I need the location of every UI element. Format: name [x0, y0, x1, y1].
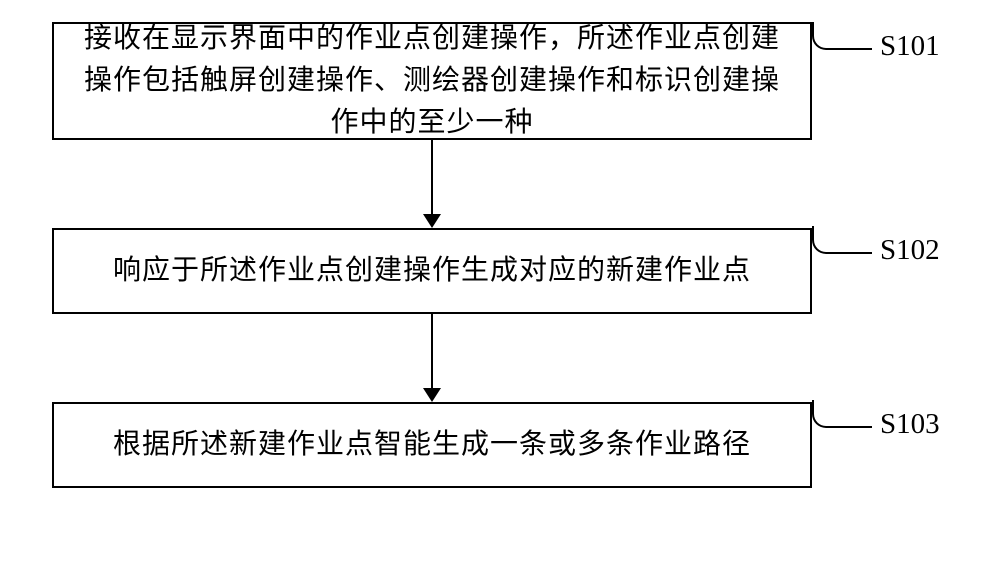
arrow-s101-s102: [432, 140, 433, 228]
label-connector-s102: [812, 226, 872, 254]
step-label-s102: S102: [880, 234, 940, 267]
label-connector-s101: [812, 22, 872, 50]
step-label-s101: S101: [880, 30, 940, 63]
step-box-s101: 接收在显示界面中的作业点创建操作，所述作业点创建操作包括触屏创建操作、测绘器创建…: [52, 22, 812, 140]
step-box-s102: 响应于所述作业点创建操作生成对应的新建作业点: [52, 228, 812, 314]
label-connector-s103: [812, 400, 872, 428]
arrow-s102-s103: [432, 314, 433, 402]
step-text-s103: 根据所述新建作业点智能生成一条或多条作业路径: [113, 424, 751, 466]
step-text-s101: 接收在显示界面中的作业点创建操作，所述作业点创建操作包括触屏创建操作、测绘器创建…: [74, 18, 790, 144]
step-text-s102: 响应于所述作业点创建操作生成对应的新建作业点: [113, 250, 751, 292]
step-box-s103: 根据所述新建作业点智能生成一条或多条作业路径: [52, 402, 812, 488]
step-label-s103: S103: [880, 408, 940, 441]
